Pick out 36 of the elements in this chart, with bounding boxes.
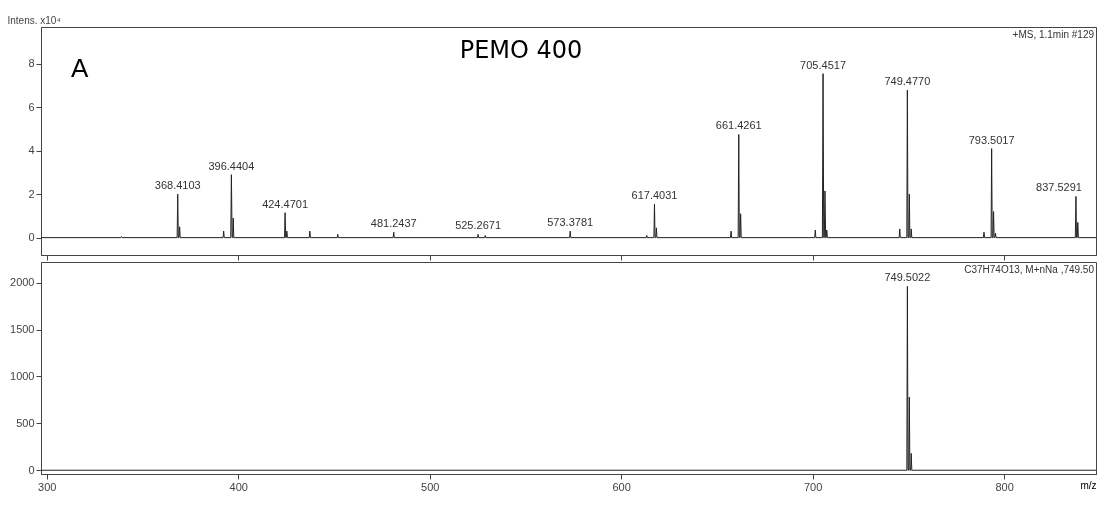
annotation: 481.2437	[370, 217, 417, 230]
x-tick-label: 600	[612, 480, 631, 493]
annotation: 793.5017	[968, 133, 1015, 146]
y-tick-label: 0	[28, 231, 35, 244]
x-tick-label: 500	[421, 480, 440, 493]
annotation: 424.4701	[262, 197, 309, 210]
x-tick-label: 700	[803, 480, 823, 493]
x-axis-title: m/z	[1080, 479, 1097, 491]
line-series	[41, 285, 1096, 471]
annotation: 749.5022	[884, 271, 931, 284]
annotation: 617.4031	[631, 188, 678, 201]
y-tick-label: 1500	[10, 323, 35, 336]
annotation: 705.4517	[800, 58, 846, 71]
annotation: 749.4770	[884, 74, 931, 87]
x-tick-label: 400	[229, 480, 248, 493]
annotation: C37H74O13, M+nNa ,749.50	[964, 264, 1095, 275]
x-tick-label: 800	[995, 480, 1014, 493]
annotation: A	[71, 53, 89, 83]
y-tick-label: 6	[28, 100, 35, 113]
annotation: 525.2671	[455, 219, 502, 232]
x-tick-label: 300	[38, 480, 57, 493]
annotation: 837.5291	[1036, 181, 1082, 194]
y-tick-label: 1000	[10, 369, 35, 382]
chart-title: PEMO 400	[459, 36, 583, 64]
y-tick-label: 4	[28, 144, 35, 157]
annotation: +MS, 1.1min #129	[1012, 29, 1095, 40]
annotation: 661.4261	[715, 119, 762, 132]
y-axis-title: Intens. x10⁴	[7, 14, 61, 26]
annotation: 396.4404	[208, 159, 255, 172]
y-tick-label: 2000	[10, 276, 35, 289]
y-tick-label: 2	[28, 187, 35, 200]
y-tick-label: 500	[16, 416, 35, 429]
annotation: 573.3781	[547, 216, 594, 229]
y-tick-label: 0	[28, 463, 35, 476]
y-tick-label: 8	[28, 57, 35, 70]
annotation: 368.4103	[154, 179, 201, 192]
